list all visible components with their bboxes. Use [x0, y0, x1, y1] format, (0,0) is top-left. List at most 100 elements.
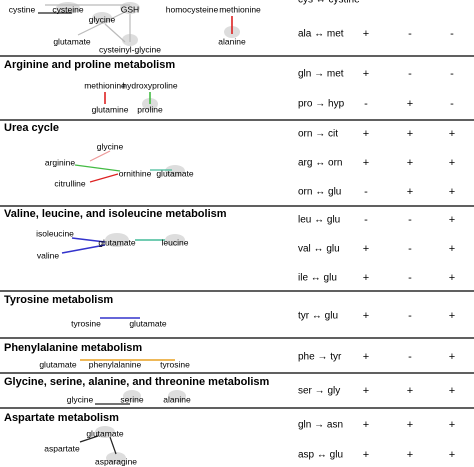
sign: - [450, 28, 454, 40]
section-title: Arginine and proline metabolism [4, 59, 175, 71]
node-label: leucine [162, 237, 189, 247]
node-label: hydroxyproline [122, 80, 178, 90]
node-label: glutamine [92, 104, 129, 114]
sign: - [408, 351, 412, 363]
sign: + [449, 385, 455, 397]
sign: - [408, 243, 412, 255]
node-label: tyrosine [71, 318, 101, 328]
sign: - [364, 186, 368, 198]
arrow [77, 11, 126, 36]
node-label: serine [120, 394, 143, 404]
section-title: Tyrosine metabolism [4, 294, 113, 306]
node-label: alanine [163, 394, 191, 404]
node-label: isoleucine [36, 228, 74, 238]
sign: - [450, 98, 454, 110]
reaction: gln → met [298, 69, 344, 80]
section-title: Valine, leucine, and isoleucine metaboli… [4, 208, 227, 220]
node-label: glutamate [129, 318, 167, 328]
sign: + [407, 186, 413, 198]
reaction: asp ↔ glu [298, 450, 343, 461]
sign: - [364, 98, 368, 110]
node-blob [165, 165, 185, 177]
node-label: glycine [67, 394, 94, 404]
sign: + [449, 186, 455, 198]
node-blob [106, 452, 126, 464]
sign: + [363, 351, 369, 363]
separators [0, 55, 474, 409]
node-label: glutamate [39, 359, 77, 369]
reaction: arg ↔ orn [298, 158, 342, 169]
arrow [89, 150, 111, 162]
sign: + [363, 157, 369, 169]
sign: - [364, 214, 368, 226]
node-label: cystine [9, 4, 36, 14]
sign: + [363, 68, 369, 80]
arrow [109, 436, 117, 455]
sign: + [363, 243, 369, 255]
sign: + [363, 419, 369, 431]
sign: + [363, 272, 369, 284]
reaction: leu ↔ glu [298, 215, 340, 226]
sign: + [407, 128, 413, 140]
sign: - [408, 272, 412, 284]
node-label: asparagine [95, 456, 137, 466]
reaction: pro → hyp [298, 99, 345, 110]
node-label: phenylalanine [89, 359, 142, 369]
sign: + [449, 351, 455, 363]
reaction: ser → gly [298, 386, 340, 397]
node-label: glutamate [86, 428, 124, 438]
section-title: Glycine, serine, alanine, and threonine … [4, 376, 270, 388]
arrow [61, 244, 106, 254]
sign: - [450, 68, 454, 80]
sign: + [449, 243, 455, 255]
arrows [38, 4, 233, 455]
sign: + [363, 385, 369, 397]
sign: + [363, 449, 369, 461]
sign: + [363, 128, 369, 140]
node-blob [123, 390, 141, 402]
sign: + [407, 449, 413, 461]
sign: + [407, 157, 413, 169]
reaction: orn → cit [298, 129, 338, 140]
sign: + [407, 385, 413, 397]
node-label: cysteine [52, 4, 83, 14]
sign: + [449, 419, 455, 431]
reaction: cys ↔ cystine [298, 0, 360, 6]
arrow [74, 164, 121, 172]
sign: + [449, 449, 455, 461]
arrow [71, 237, 106, 243]
node-blob [105, 233, 129, 247]
node-label: citrulline [54, 178, 85, 188]
node-blob [165, 234, 185, 246]
node-label: valine [37, 250, 59, 260]
sign: + [407, 419, 413, 431]
node-label: methionine [219, 4, 261, 14]
sign: + [449, 157, 455, 169]
sign: + [449, 310, 455, 322]
node-label: aspartate [44, 443, 80, 453]
reaction: ile ↔ glu [298, 273, 337, 284]
sign: + [363, 310, 369, 322]
node-label: methionine [84, 80, 126, 90]
sign: + [449, 214, 455, 226]
node-label: homocysteine [166, 4, 219, 14]
sign: - [408, 68, 412, 80]
arrow [89, 173, 119, 183]
node-label: ornithine [119, 168, 152, 178]
node-label: alanine [218, 36, 246, 46]
sign: + [449, 128, 455, 140]
reaction: ala ↔ met [298, 29, 344, 40]
node-label: cysteinyl-glycine [99, 44, 161, 54]
section-title: Urea cycle [4, 122, 59, 134]
reaction: val ↔ glu [298, 244, 340, 255]
reaction: tyr ↔ glu [298, 311, 338, 322]
node-blob [168, 390, 186, 402]
reaction: phe → tyr [298, 352, 342, 363]
node-blob [95, 426, 115, 438]
sign: + [363, 28, 369, 40]
node-label: glycine [89, 14, 116, 24]
node-label: glutamate [156, 168, 194, 178]
arrow [104, 23, 126, 43]
